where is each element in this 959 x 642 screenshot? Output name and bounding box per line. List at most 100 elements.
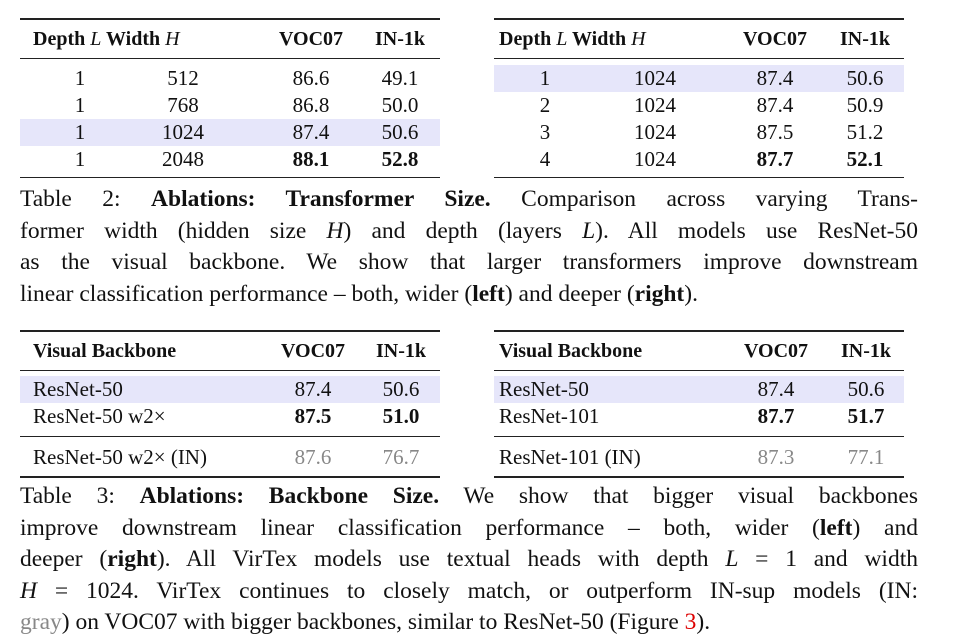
header-visual-backbone: Visual Backbone	[499, 340, 643, 362]
caption-line: as the visual backbone. We show that lar…	[20, 247, 918, 279]
depth-cell: 1	[74, 120, 86, 144]
highlight-row	[494, 376, 904, 403]
depth-cell: 1	[74, 66, 86, 90]
table-rule	[20, 18, 440, 20]
width-cell: 1024	[634, 93, 676, 117]
table-rule	[494, 177, 904, 179]
width-cell: 1024	[634, 66, 676, 90]
caption-text: left	[819, 514, 853, 541]
caption-text: ) on VOC07 with bigger backbones, simila…	[61, 609, 685, 635]
in1k-cell: 50.0	[381, 93, 419, 117]
table2-depth-ablation: Depth L Width H VOC07 IN-1k 1 1024 87.4 50.6 2 1…	[494, 18, 904, 180]
caption-text: ) and	[852, 514, 918, 541]
table-rule	[494, 58, 904, 60]
in1k-cell: 52.8	[381, 147, 419, 171]
backbone-cell: ResNet-101	[499, 404, 600, 428]
in1k-cell: 50.9	[846, 93, 884, 117]
table3-depth-ablation: Visual Backbone VOC07 IN-1k ResNet-50 87.4 50…	[494, 330, 904, 480]
caption-text: ).	[696, 609, 711, 635]
width-cell: 1024	[162, 120, 204, 144]
caption-text: Table 2:	[20, 186, 152, 212]
table-rule	[20, 370, 440, 372]
highlight-row	[20, 119, 440, 146]
backbone-cell: ResNet-101 (IN)	[499, 445, 641, 469]
caption-text: = 1024. VirTex continues to closely matc…	[36, 577, 918, 604]
caption-text: improve downstream linear classification…	[20, 514, 820, 541]
width-cell: 2048	[162, 147, 204, 171]
table-rule	[494, 330, 904, 332]
caption-line: deeper (right). All VirTex models use te…	[20, 544, 918, 576]
table-rule	[494, 476, 904, 478]
backbone-cell: ResNet-50	[33, 377, 123, 401]
header-text: L	[90, 28, 102, 50]
depth-cell: 3	[539, 120, 551, 144]
width-cell: 768	[167, 93, 199, 117]
voc07-cell: 87.4	[294, 377, 332, 401]
caption-text: right	[634, 280, 685, 307]
table3-width-ablation: Visual Backbone VOC07 IN-1k ResNet-50 87.4 50…	[20, 330, 440, 480]
depth-cell: 1	[539, 66, 551, 90]
in1k-cell: 49.1	[381, 66, 419, 90]
header-text: Depth	[33, 28, 91, 50]
table-header: Depth L Width H	[33, 26, 180, 53]
voc07-cell: 87.6	[294, 445, 332, 469]
caption-text: deeper (	[20, 546, 108, 572]
caption-text: gray	[20, 609, 62, 635]
in1k-cell: 76.7	[382, 445, 420, 469]
in1k-cell: 51.0	[382, 404, 420, 428]
caption-text: L	[725, 546, 739, 572]
header-text: Width	[101, 28, 166, 50]
header-text: Width	[567, 28, 632, 50]
caption-text: L	[582, 217, 596, 244]
header-in1k: IN-1k	[375, 340, 427, 362]
caption-line: former width (hidden size H) and depth (…	[20, 216, 918, 248]
voc07-cell: 87.4	[292, 120, 330, 144]
table2-caption: Table 2: Ablations: Transformer Size. Co…	[20, 184, 918, 310]
header-text: Depth	[499, 28, 557, 50]
caption-text: ).	[684, 280, 698, 307]
voc07-cell: 87.5	[756, 120, 794, 144]
table-rule	[494, 18, 904, 20]
caption-text: ) and depth (layers	[343, 217, 583, 244]
highlight-row	[494, 65, 904, 92]
caption-text: Table 3:	[20, 483, 140, 509]
voc07-cell: 87.3	[757, 445, 795, 469]
header-in1k: IN-1k	[374, 28, 426, 50]
voc07-cell: 87.5	[294, 404, 332, 428]
depth-cell: 1	[74, 93, 86, 117]
in1k-cell: 50.6	[847, 377, 885, 401]
backbone-cell: ResNet-50 w2× (IN)	[33, 445, 207, 469]
table-header: Depth L Width H	[499, 26, 646, 53]
in1k-cell: 77.1	[847, 445, 885, 469]
width-cell: 1024	[634, 147, 676, 171]
voc07-cell: 87.4	[757, 377, 795, 401]
caption-line: Table 3: Ablations: Backbone Size. We sh…	[20, 481, 918, 513]
caption-text: ). All VirTex models use textual heads w…	[156, 546, 726, 572]
in1k-cell: 52.1	[846, 147, 884, 171]
depth-cell: 4	[539, 147, 551, 171]
header-voc07: VOC07	[278, 28, 344, 50]
caption-text: former width (hidden size	[20, 217, 327, 244]
table-rule	[494, 370, 904, 372]
header-voc07: VOC07	[742, 28, 808, 50]
caption-text: left	[472, 280, 505, 307]
caption-line: H = 1024. VirTex continues to closely ma…	[20, 576, 918, 608]
in1k-cell: 50.6	[846, 66, 884, 90]
voc07-cell: 88.1	[292, 147, 330, 171]
caption-line: Table 2: Ablations: Transformer Size. Co…	[20, 184, 918, 216]
depth-cell: 2	[539, 93, 551, 117]
width-cell: 1024	[634, 120, 676, 144]
in1k-cell: 50.6	[381, 120, 419, 144]
header-text: H	[631, 28, 646, 50]
in1k-cell: 51.2	[846, 120, 884, 144]
header-voc07: VOC07	[743, 340, 809, 362]
header-visual-backbone: Visual Backbone	[33, 340, 177, 362]
caption-text: linear classification performance – both…	[20, 280, 473, 307]
figure-link[interactable]: 3	[684, 609, 697, 635]
width-cell: 512	[167, 66, 199, 90]
caption-text: Comparison across varying Trans-	[490, 186, 918, 212]
header-in1k: IN-1k	[839, 28, 891, 50]
caption-text: right	[107, 546, 157, 572]
voc07-cell: 87.4	[756, 93, 794, 117]
